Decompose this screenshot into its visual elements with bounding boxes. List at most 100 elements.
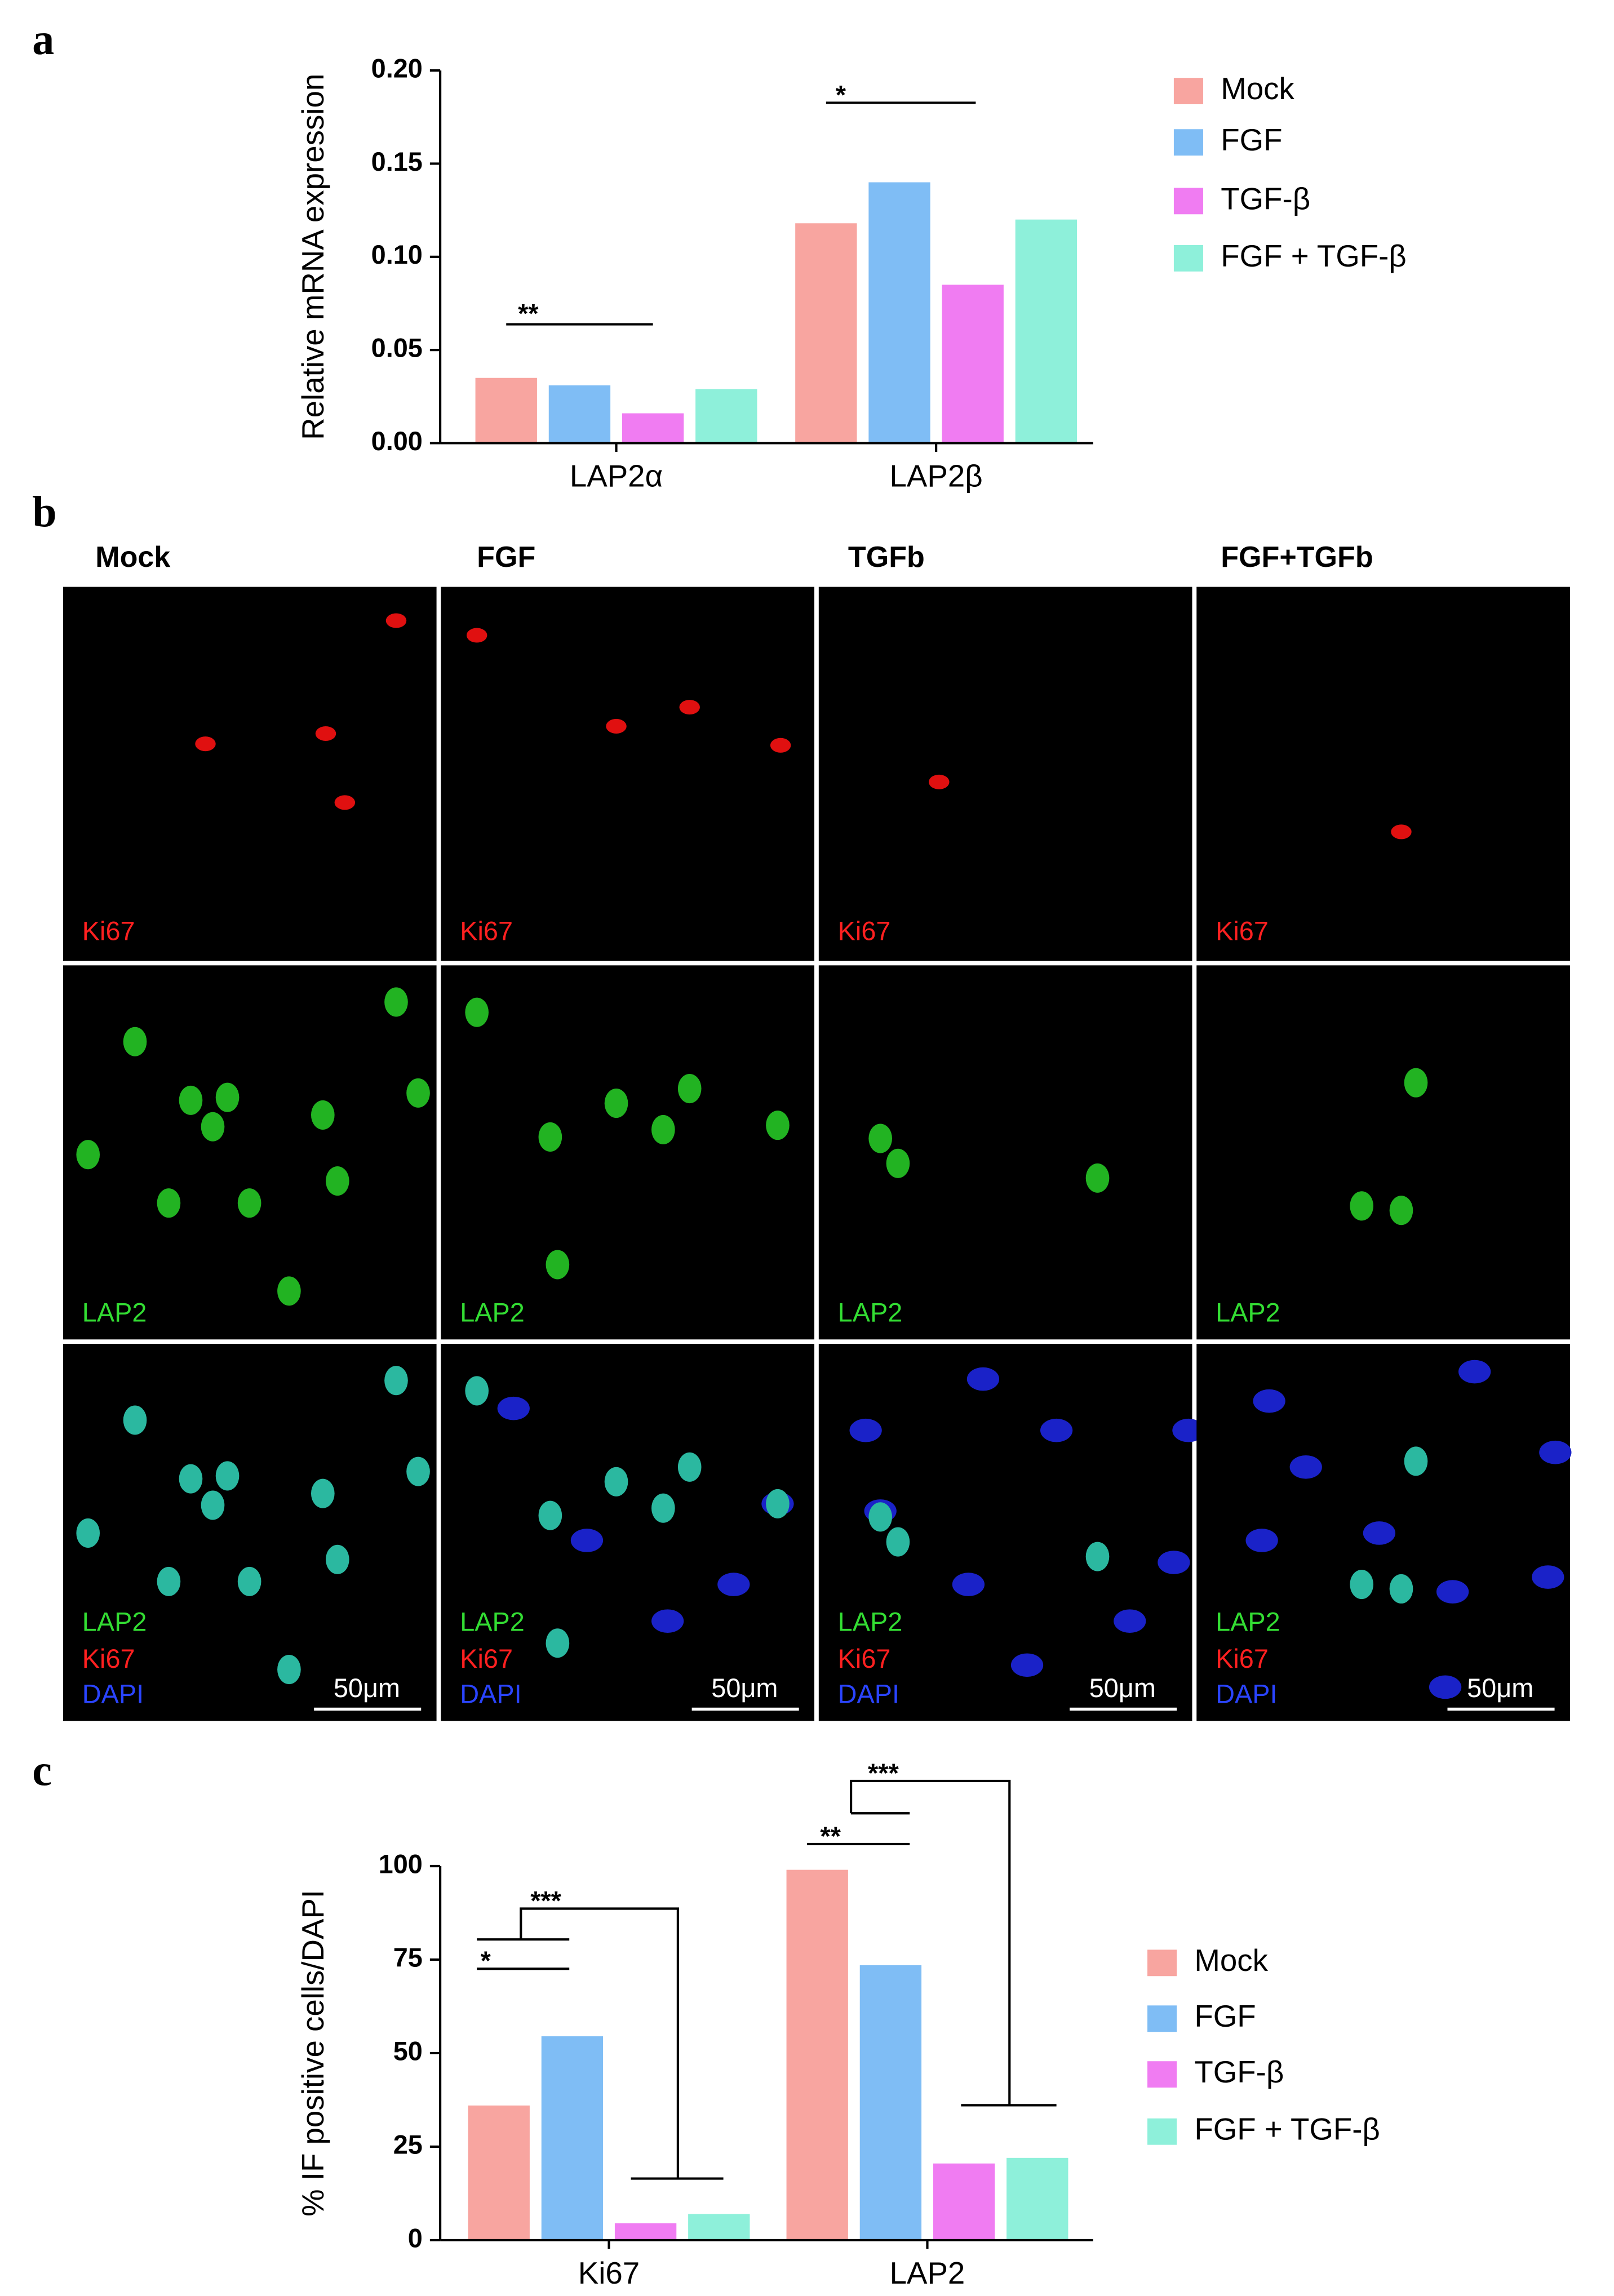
channel-label: Ki67 [1216, 916, 1269, 945]
nucleus [195, 736, 216, 752]
channel-label: Ki67 [1216, 1644, 1269, 1673]
nucleus [651, 1114, 675, 1144]
chart-a: Mock FGF TGF-β FGF + TGF-β 0.00 0.05 0.10 0.15 0… [296, 54, 1407, 494]
nucleus [215, 1461, 240, 1491]
bar [942, 285, 1004, 443]
nucleus [849, 1418, 882, 1442]
y-tick-label: 50 [393, 2036, 423, 2066]
micrograph [818, 965, 1192, 1340]
micrograph [1196, 587, 1570, 961]
legend-swatch [1173, 129, 1203, 156]
nucleus [157, 1566, 181, 1596]
nucleus [1436, 1580, 1469, 1604]
channel-label: DAPI [838, 1679, 899, 1708]
bar [795, 223, 857, 443]
nucleus [326, 1544, 349, 1574]
nucleus [384, 1366, 408, 1396]
y-tick-label: 25 [393, 2130, 423, 2159]
column-title: Mock [95, 541, 170, 574]
y-axis-label: % IF positive cells/DAPI [296, 1890, 330, 2217]
channel-label: Ki67 [838, 916, 891, 945]
nucleus [546, 1250, 570, 1280]
legend-swatch [1173, 188, 1203, 215]
y-tick-label: 0.20 [371, 54, 423, 83]
nucleus [201, 1490, 225, 1520]
nucleus [1010, 1653, 1044, 1677]
nucleus [770, 738, 791, 753]
nucleus [929, 774, 950, 789]
channel-label: LAP2 [1216, 1607, 1280, 1637]
nucleus [123, 1027, 147, 1056]
nucleus [679, 700, 700, 715]
annotation: *** [868, 1758, 899, 1788]
nucleus [651, 1493, 675, 1523]
scale-bar-label: 50μm [1089, 1673, 1156, 1703]
channel-label: LAP2 [460, 1607, 525, 1637]
bar [933, 2163, 995, 2240]
bar [1015, 219, 1078, 443]
nucleus [201, 1112, 225, 1142]
nucleus [677, 1074, 702, 1104]
nucleus [952, 1573, 985, 1596]
y-tick-label: 75 [393, 1943, 423, 1972]
x-tick-label: Ki67 [578, 2256, 640, 2290]
nucleus [717, 1573, 750, 1596]
scale-bar-label: 50μm [334, 1673, 400, 1703]
channel-label: LAP2 [82, 1298, 147, 1327]
bar [614, 2223, 677, 2240]
nucleus [334, 795, 356, 810]
nucleus [886, 1148, 910, 1178]
legend-label: FGF + TGF-β [1194, 2112, 1380, 2147]
annotation: ** [820, 1822, 841, 1851]
nucleus [868, 1502, 893, 1532]
nucleus [76, 1518, 100, 1548]
nucleus [966, 1367, 1000, 1391]
nucleus [1539, 1440, 1572, 1464]
channel-label: DAPI [1216, 1679, 1277, 1708]
nucleus [886, 1527, 910, 1557]
x-tick-label: LAP2α [570, 459, 663, 493]
nucleus [215, 1082, 240, 1112]
legend-label: FGF + TGF-β [1221, 239, 1407, 273]
bar [695, 389, 757, 443]
nucleus [315, 726, 336, 741]
annotation: * [481, 1946, 491, 1975]
nucleus [1114, 1609, 1146, 1633]
bar [859, 1965, 922, 2240]
legend-swatch [1147, 2005, 1177, 2032]
nucleus [1389, 1196, 1413, 1225]
x-tick-label: LAP2 [890, 2256, 965, 2290]
channel-label: DAPI [82, 1679, 144, 1708]
nucleus [677, 1452, 702, 1482]
nucleus [406, 1456, 430, 1486]
nucleus [123, 1405, 147, 1435]
micrograph [1196, 965, 1570, 1340]
nucleus [237, 1188, 261, 1218]
significance-brackets [477, 101, 1057, 2180]
legend-label: TGF-β [1194, 2055, 1284, 2089]
nucleus [76, 1140, 100, 1170]
nucleus [1158, 1551, 1190, 1574]
column-title: FGF [477, 541, 535, 574]
nucleus [179, 1085, 203, 1115]
channel-label: LAP2 [82, 1607, 147, 1637]
channel-label: DAPI [460, 1679, 521, 1708]
nucleus [1404, 1446, 1428, 1476]
channel-label: LAP2 [838, 1298, 903, 1327]
nucleus [179, 1464, 203, 1494]
y-tick-label: 0.00 [371, 427, 423, 456]
nucleus [385, 613, 407, 628]
scale-bar-label: 50μm [711, 1673, 778, 1703]
nucleus [604, 1089, 628, 1118]
column-title: TGFb [848, 541, 925, 574]
y-tick-label: 100 [379, 1849, 423, 1878]
nucleus [868, 1123, 893, 1153]
nucleus [1245, 1529, 1278, 1552]
annotation: *** [530, 1886, 561, 1915]
bar [475, 378, 537, 443]
nucleus [384, 987, 408, 1017]
nucleus [1085, 1542, 1110, 1571]
micrograph [441, 965, 815, 1340]
nucleus [766, 1489, 790, 1518]
